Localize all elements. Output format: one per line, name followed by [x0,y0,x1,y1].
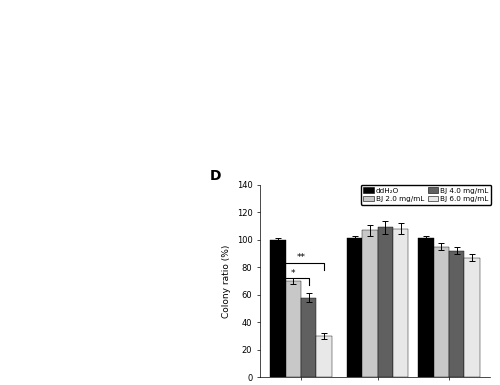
Text: **: ** [296,253,306,263]
Bar [434,247,449,377]
Y-axis label: Colony ratio (%): Colony ratio (%) [222,244,231,318]
Bar [301,298,316,377]
Text: D: D [210,169,221,183]
Bar [286,281,301,377]
Bar [464,258,480,377]
Bar [378,228,393,377]
Bar [347,238,362,377]
Bar [449,251,464,377]
Bar [393,229,408,377]
Bar [418,238,434,377]
Bar [362,230,378,377]
Text: *: * [291,269,296,278]
Legend: ddH₂O, BJ 2.0 mg/mL, BJ 4.0 mg/mL, BJ 6.0 mg/mL: ddH₂O, BJ 2.0 mg/mL, BJ 4.0 mg/mL, BJ 6.… [360,184,491,204]
Bar [316,336,332,377]
Bar [270,240,285,377]
